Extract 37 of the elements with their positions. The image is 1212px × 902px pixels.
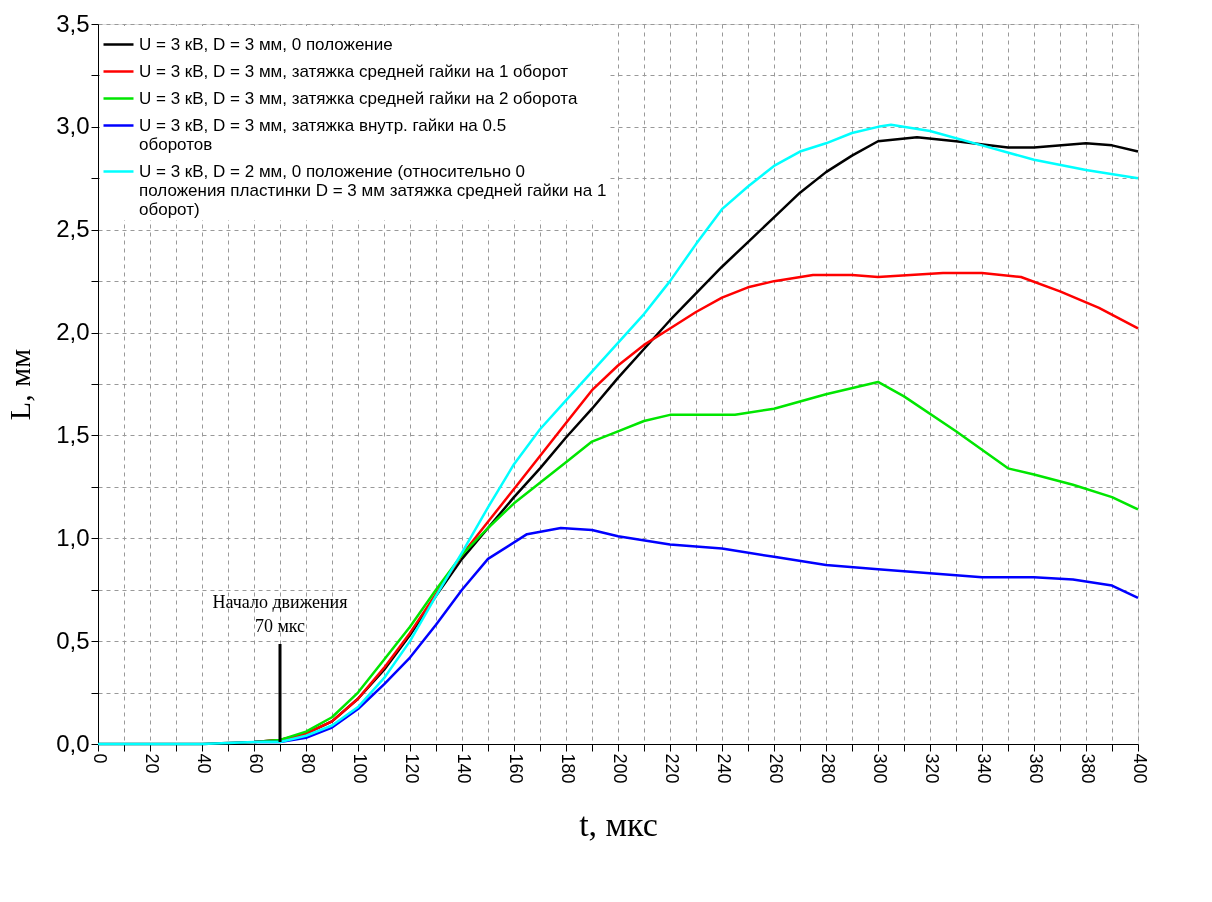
y-tick-label: 0,5: [56, 626, 90, 654]
x-tick-label: 140: [453, 753, 474, 784]
x-tick-label: 80: [297, 753, 318, 774]
x-tick-label: 20: [141, 753, 162, 774]
x-tick-label: 100: [349, 753, 370, 784]
y-tick-label: 2,5: [56, 215, 90, 243]
legend-label: U = 3 кВ, D = 2 мм, 0 положение (относительно 0 положения пластинки D = 3 мм затяжка средней гайки на 1 оборот): [139, 161, 607, 219]
y-tick-label: 1,0: [56, 523, 90, 551]
x-tick-label: 400: [1129, 753, 1150, 784]
y-tick-label: 2,0: [56, 318, 90, 346]
x-tick-label: 60: [245, 753, 266, 774]
y-axis-title: L, мм: [3, 348, 37, 421]
x-tick-label: 160: [505, 753, 526, 784]
annotation: Начало движения 70 мкс: [212, 592, 348, 636]
y-tick-label: 3,0: [56, 112, 90, 140]
legend-label: U = 3 кВ, D = 3 мм, 0 положение: [139, 34, 393, 54]
x-tick-label: 240: [713, 753, 734, 784]
x-tick-label: 280: [817, 753, 838, 784]
x-axis-title: t, мкс: [579, 805, 658, 843]
legend-label: U = 3 кВ, D = 3 мм, затяжка средней гайки на 2 оборота: [139, 88, 578, 108]
y-tick-label: 1,5: [56, 420, 90, 448]
x-tick-label: 300: [869, 753, 890, 784]
x-tick-label: 380: [1077, 753, 1098, 784]
x-tick-label: 340: [973, 753, 994, 784]
x-tick-label: 0: [89, 753, 110, 764]
y-tick-label: 0,0: [56, 729, 90, 757]
x-tick-label: 320: [921, 753, 942, 784]
x-tick-label: 40: [193, 753, 214, 774]
x-tick-label: 120: [401, 753, 422, 784]
legend-label: U = 3 кВ, D = 3 мм, затяжка внутр. гайки на 0.5 оборотов: [139, 115, 507, 154]
x-tick-label: 200: [609, 753, 630, 784]
legend-label: U = 3 кВ, D = 3 мм, затяжка средней гайки на 1 оборот: [139, 61, 569, 81]
x-tick-label: 360: [1025, 753, 1046, 784]
y-tick-label: 3,5: [56, 9, 90, 37]
x-tick-label: 180: [557, 753, 578, 784]
x-tick-label: 220: [661, 753, 682, 784]
x-tick-label: 260: [765, 753, 786, 784]
